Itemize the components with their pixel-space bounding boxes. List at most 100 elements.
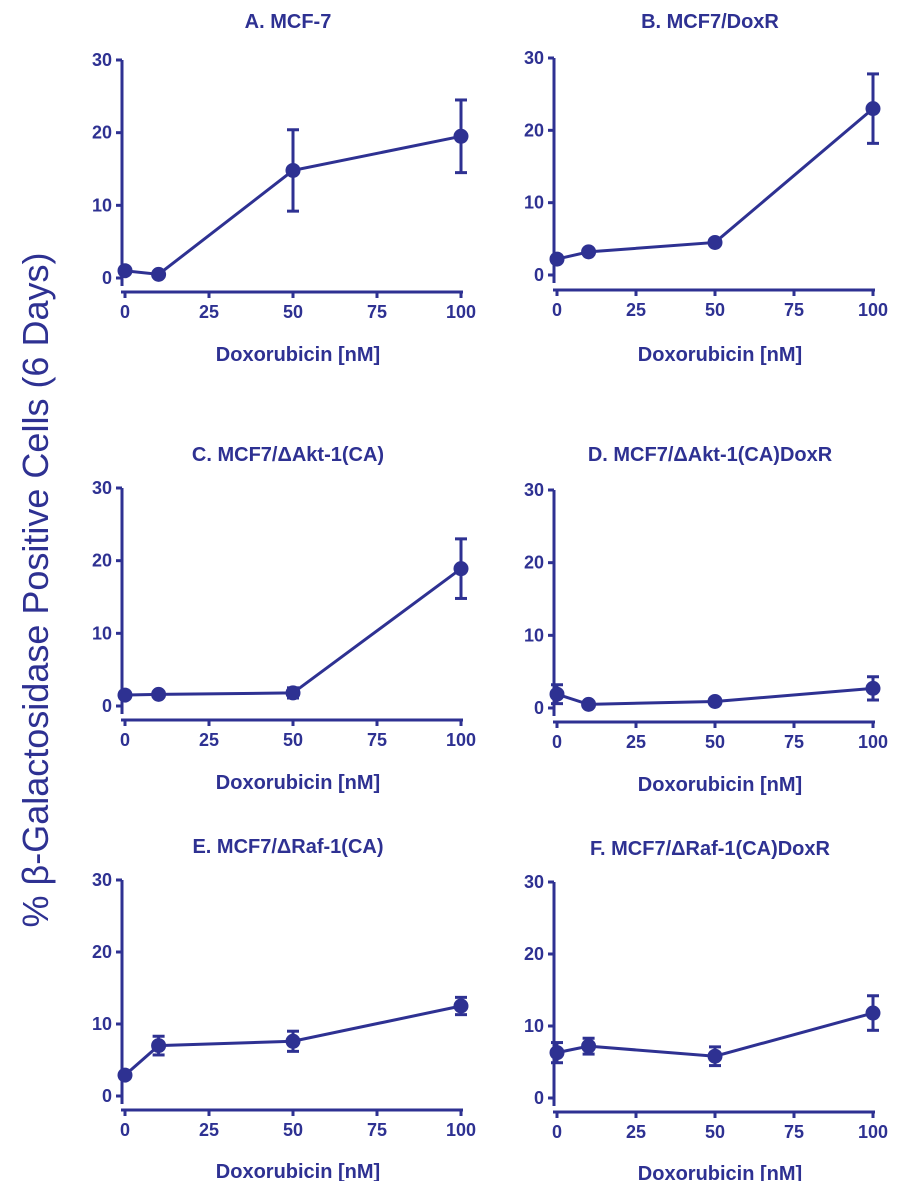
y-tick-label: 20 [92, 942, 112, 962]
y-tick-label: 30 [92, 478, 112, 498]
data-point [581, 1038, 597, 1054]
x-tick-label: 50 [705, 300, 725, 320]
x-tick-label: 75 [784, 300, 804, 320]
panel-e: E. MCF7/ΔRaf-1(CA) 0 10 20 30 0 25 50 75 100 Doxor… [92, 836, 476, 1181]
x-tick-label: 100 [446, 730, 476, 750]
data-point [453, 998, 469, 1014]
data-point [117, 263, 133, 279]
panel-title: E. MCF7/ΔRaf-1(CA) [192, 836, 383, 858]
y-tick-label: 20 [92, 123, 112, 143]
panel-d: D. MCF7/ΔAkt-1(CA)DoxR 0 10 20 30 0 25 50 75 100 D… [524, 444, 888, 796]
x-tick-label: 25 [626, 1122, 646, 1142]
x-tick-label: 0 [120, 730, 130, 750]
x-tick-label: 75 [784, 732, 804, 752]
data-point [581, 696, 597, 712]
x-tick-label: 0 [120, 302, 130, 322]
x-tick-label: 75 [367, 1120, 387, 1140]
x-tick-label: 50 [705, 732, 725, 752]
x-tick-label: 100 [446, 302, 476, 322]
x-tick-label: 25 [199, 302, 219, 322]
x-tick-label: 25 [199, 730, 219, 750]
y-tick-label: 20 [524, 944, 544, 964]
data-point [151, 266, 167, 282]
x-tick-label: 0 [552, 300, 562, 320]
series-line [124, 1004, 462, 1077]
x-tick-label: 0 [120, 1120, 130, 1140]
x-tick-label: 75 [367, 730, 387, 750]
data-point [285, 162, 301, 178]
data-point [865, 1005, 881, 1021]
panel-title: F. MCF7/ΔRaf-1(CA)DoxR [590, 838, 830, 860]
figure-y-axis-label: % β-Galactosidase Positive Cells (6 Days… [15, 253, 56, 928]
x-axis-label: Doxorubicin [nM] [216, 1161, 380, 1181]
data-point [549, 251, 565, 267]
series-line [556, 1011, 874, 1058]
data-point [285, 1033, 301, 1049]
y-tick-label: 20 [92, 551, 112, 571]
data-point [865, 680, 881, 696]
data-point [117, 1067, 133, 1083]
panel-f: F. MCF7/ΔRaf-1(CA)DoxR 0 10 20 30 0 25 50 75 100 D… [524, 838, 888, 1181]
y-tick-label: 10 [92, 195, 112, 215]
y-tick-label: 30 [524, 480, 544, 500]
x-tick-label: 100 [858, 300, 888, 320]
y-tick-label: 30 [524, 48, 544, 68]
series-line [556, 686, 874, 706]
data-point [707, 693, 723, 709]
data-point [453, 128, 469, 144]
x-tick-label: 25 [626, 732, 646, 752]
panel-title: C. MCF7/ΔAkt-1(CA) [192, 444, 384, 466]
x-tick-label: 75 [784, 1122, 804, 1142]
data-point [707, 234, 723, 250]
panel-title: A. MCF-7 [245, 11, 332, 33]
x-tick-label: 50 [283, 302, 303, 322]
data-point [549, 1045, 565, 1061]
panel-title: B. MCF7/DoxR [641, 11, 779, 33]
data-point [865, 101, 881, 117]
data-point [581, 244, 597, 260]
x-tick-label: 75 [367, 302, 387, 322]
y-tick-label: 10 [524, 625, 544, 645]
y-tick-label: 20 [524, 553, 544, 573]
x-tick-label: 50 [705, 1122, 725, 1142]
x-axis-label: Doxorubicin [nM] [638, 774, 802, 796]
x-tick-label: 100 [446, 1120, 476, 1140]
y-tick-label: 0 [534, 265, 544, 285]
x-tick-label: 0 [552, 1122, 562, 1142]
panel-c: C. MCF7/ΔAkt-1(CA) 0 10 20 30 0 25 50 75 100 Doxor… [92, 444, 476, 794]
data-point [707, 1048, 723, 1064]
x-tick-label: 50 [283, 1120, 303, 1140]
x-tick-label: 25 [626, 300, 646, 320]
data-point [285, 685, 301, 701]
series-line [124, 134, 462, 276]
data-point [151, 686, 167, 702]
x-axis-label: Doxorubicin [nM] [638, 344, 802, 366]
y-tick-label: 10 [524, 1016, 544, 1036]
y-tick-label: 30 [92, 50, 112, 70]
y-tick-label: 0 [102, 1086, 112, 1106]
x-tick-label: 50 [283, 730, 303, 750]
panel-b: B. MCF7/DoxR 0 10 20 30 0 25 50 75 100 Doxorubicin… [524, 11, 888, 366]
x-axis-label: Doxorubicin [nM] [638, 1163, 802, 1181]
x-tick-label: 100 [858, 732, 888, 752]
panel-a: A. MCF-7 0 10 20 30 0 25 50 75 100 Doxorubicin [nM… [92, 11, 476, 366]
data-point [117, 687, 133, 703]
y-tick-label: 0 [534, 698, 544, 718]
series-line [124, 567, 462, 697]
panel-title: D. MCF7/ΔAkt-1(CA)DoxR [588, 444, 833, 466]
y-tick-label: 30 [524, 872, 544, 892]
x-tick-label: 25 [199, 1120, 219, 1140]
x-tick-label: 100 [858, 1122, 888, 1142]
y-tick-label: 0 [102, 268, 112, 288]
y-tick-label: 20 [524, 120, 544, 140]
y-tick-label: 0 [102, 696, 112, 716]
x-axis-label: Doxorubicin [nM] [216, 772, 380, 794]
y-tick-label: 10 [92, 623, 112, 643]
data-point [151, 1038, 167, 1054]
y-tick-label: 0 [534, 1088, 544, 1108]
y-tick-label: 10 [524, 193, 544, 213]
x-tick-label: 0 [552, 732, 562, 752]
x-axis-label: Doxorubicin [nM] [216, 344, 380, 366]
